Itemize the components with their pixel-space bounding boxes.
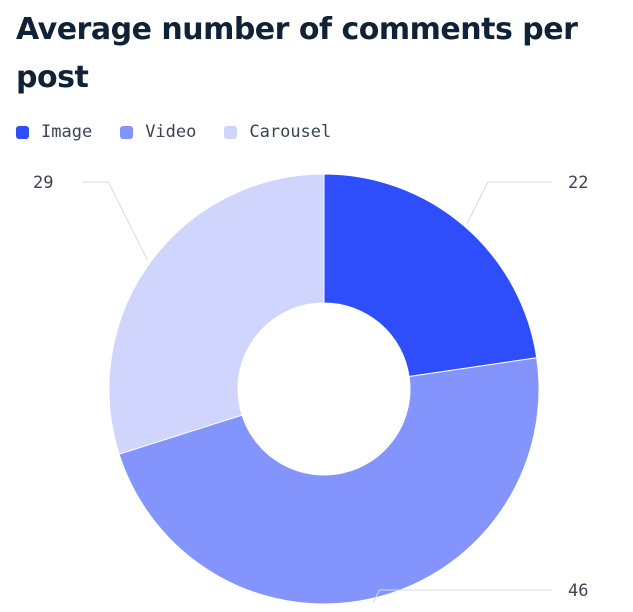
leader-line-video: [372, 589, 552, 603]
data-label-carousel: 29: [33, 173, 53, 193]
leader-line-image: [466, 181, 552, 224]
leader-line-carousel: [82, 181, 148, 260]
legend-item-carousel: Carousel: [224, 122, 331, 142]
legend-label-video: Video: [145, 122, 197, 142]
donut-slice-image[interactable]: [323, 173, 538, 378]
legend-swatch-video: [120, 125, 134, 139]
legend-item-image: Image: [16, 122, 92, 142]
legend-label-carousel: Carousel: [249, 122, 332, 142]
legend-swatch-image: [16, 125, 29, 139]
donut-slice-carousel[interactable]: [108, 173, 325, 455]
legend-label-image: Image: [41, 122, 93, 142]
data-label-video: 46: [568, 581, 588, 601]
data-label-image: 22: [568, 173, 588, 193]
donut-slice-video[interactable]: [118, 357, 540, 605]
legend-swatch-carousel: [224, 125, 238, 139]
chart-legend: Image Video Carousel: [16, 122, 359, 142]
chart-title: Average number of comments per post: [16, 12, 578, 95]
legend-item-video: Video: [120, 122, 196, 142]
